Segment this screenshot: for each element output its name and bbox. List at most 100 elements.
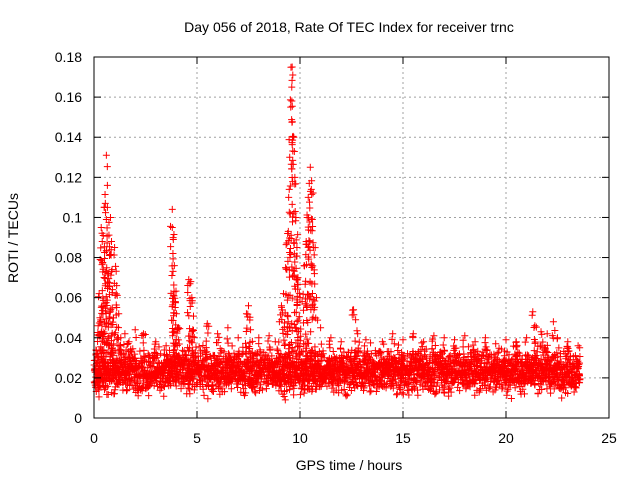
data-point (576, 352, 584, 360)
data-point (107, 321, 115, 329)
data-point (538, 385, 546, 393)
data-point (482, 375, 490, 383)
data-point (168, 316, 176, 324)
data-point (506, 381, 514, 389)
data-point (396, 385, 404, 393)
data-point (100, 347, 108, 355)
data-point (265, 332, 273, 340)
data-point (234, 334, 242, 342)
data-point (286, 182, 294, 190)
data-point (325, 340, 333, 348)
data-point (284, 318, 292, 326)
data-point (310, 270, 318, 278)
data-point (185, 385, 193, 393)
data-point (474, 347, 482, 355)
data-point (445, 353, 453, 361)
data-point (254, 379, 262, 387)
data-point (538, 330, 546, 338)
data-point (287, 376, 295, 384)
data-point (354, 347, 362, 355)
data-point (96, 314, 104, 322)
data-point (336, 378, 344, 386)
data-point (112, 267, 120, 275)
data-point (558, 394, 566, 402)
data-point (132, 360, 140, 368)
data-point (256, 363, 264, 371)
data-point (285, 348, 293, 356)
y-tick-label: 0.1 (63, 209, 83, 225)
data-point (411, 354, 419, 362)
data-point (282, 241, 290, 249)
data-point (317, 340, 325, 348)
data-point (440, 389, 448, 397)
data-point (247, 326, 255, 334)
data-point (283, 239, 291, 247)
data-point (531, 338, 539, 346)
data-point (172, 340, 180, 348)
data-point (187, 360, 195, 368)
data-point (295, 359, 303, 367)
data-point (227, 385, 235, 393)
data-point (288, 83, 296, 91)
data-point (337, 338, 345, 346)
data-point (552, 370, 560, 378)
data-point (352, 316, 360, 324)
data-points (90, 63, 584, 404)
data-point (122, 376, 130, 384)
data-point (440, 346, 448, 354)
data-point (296, 294, 304, 302)
data-point (366, 388, 374, 396)
data-point (491, 367, 499, 375)
y-tick-label: 0.08 (55, 250, 82, 266)
data-point (553, 349, 561, 357)
data-point (101, 330, 109, 338)
data-point (95, 393, 103, 401)
data-point (288, 263, 296, 271)
data-point (275, 338, 283, 346)
data-point (121, 330, 129, 338)
data-point (108, 345, 116, 353)
data-point (108, 337, 116, 345)
data-point (292, 379, 300, 387)
data-point (301, 280, 309, 288)
data-point (294, 231, 302, 239)
data-point (542, 361, 550, 369)
data-point (549, 367, 557, 375)
data-point (360, 356, 368, 364)
data-point (169, 332, 177, 340)
y-tick-label: 0.02 (55, 370, 82, 386)
data-point (389, 384, 397, 392)
data-point (105, 313, 113, 321)
data-point (315, 348, 323, 356)
data-point (398, 371, 406, 379)
data-point (205, 322, 213, 330)
data-point (471, 352, 479, 360)
data-point (131, 350, 139, 358)
data-point (132, 334, 140, 342)
x-tick-label: 10 (292, 430, 308, 446)
data-point (246, 375, 254, 383)
data-point (271, 359, 279, 367)
data-point (103, 163, 111, 171)
data-point (564, 389, 572, 397)
data-point (314, 364, 322, 372)
data-point (460, 360, 468, 368)
data-point (186, 372, 194, 380)
data-point (544, 358, 552, 366)
data-point (102, 247, 110, 255)
data-point (493, 349, 501, 357)
data-point (252, 389, 260, 397)
data-point (170, 262, 178, 270)
data-point (107, 348, 115, 356)
data-point (364, 350, 372, 358)
data-point (115, 349, 123, 357)
data-point (514, 359, 522, 367)
data-point (436, 386, 444, 394)
data-point (555, 344, 563, 352)
data-point (281, 396, 289, 404)
data-point (302, 330, 310, 338)
data-point (144, 350, 152, 358)
data-point (98, 287, 106, 295)
data-point (113, 291, 121, 299)
data-point (532, 323, 540, 331)
